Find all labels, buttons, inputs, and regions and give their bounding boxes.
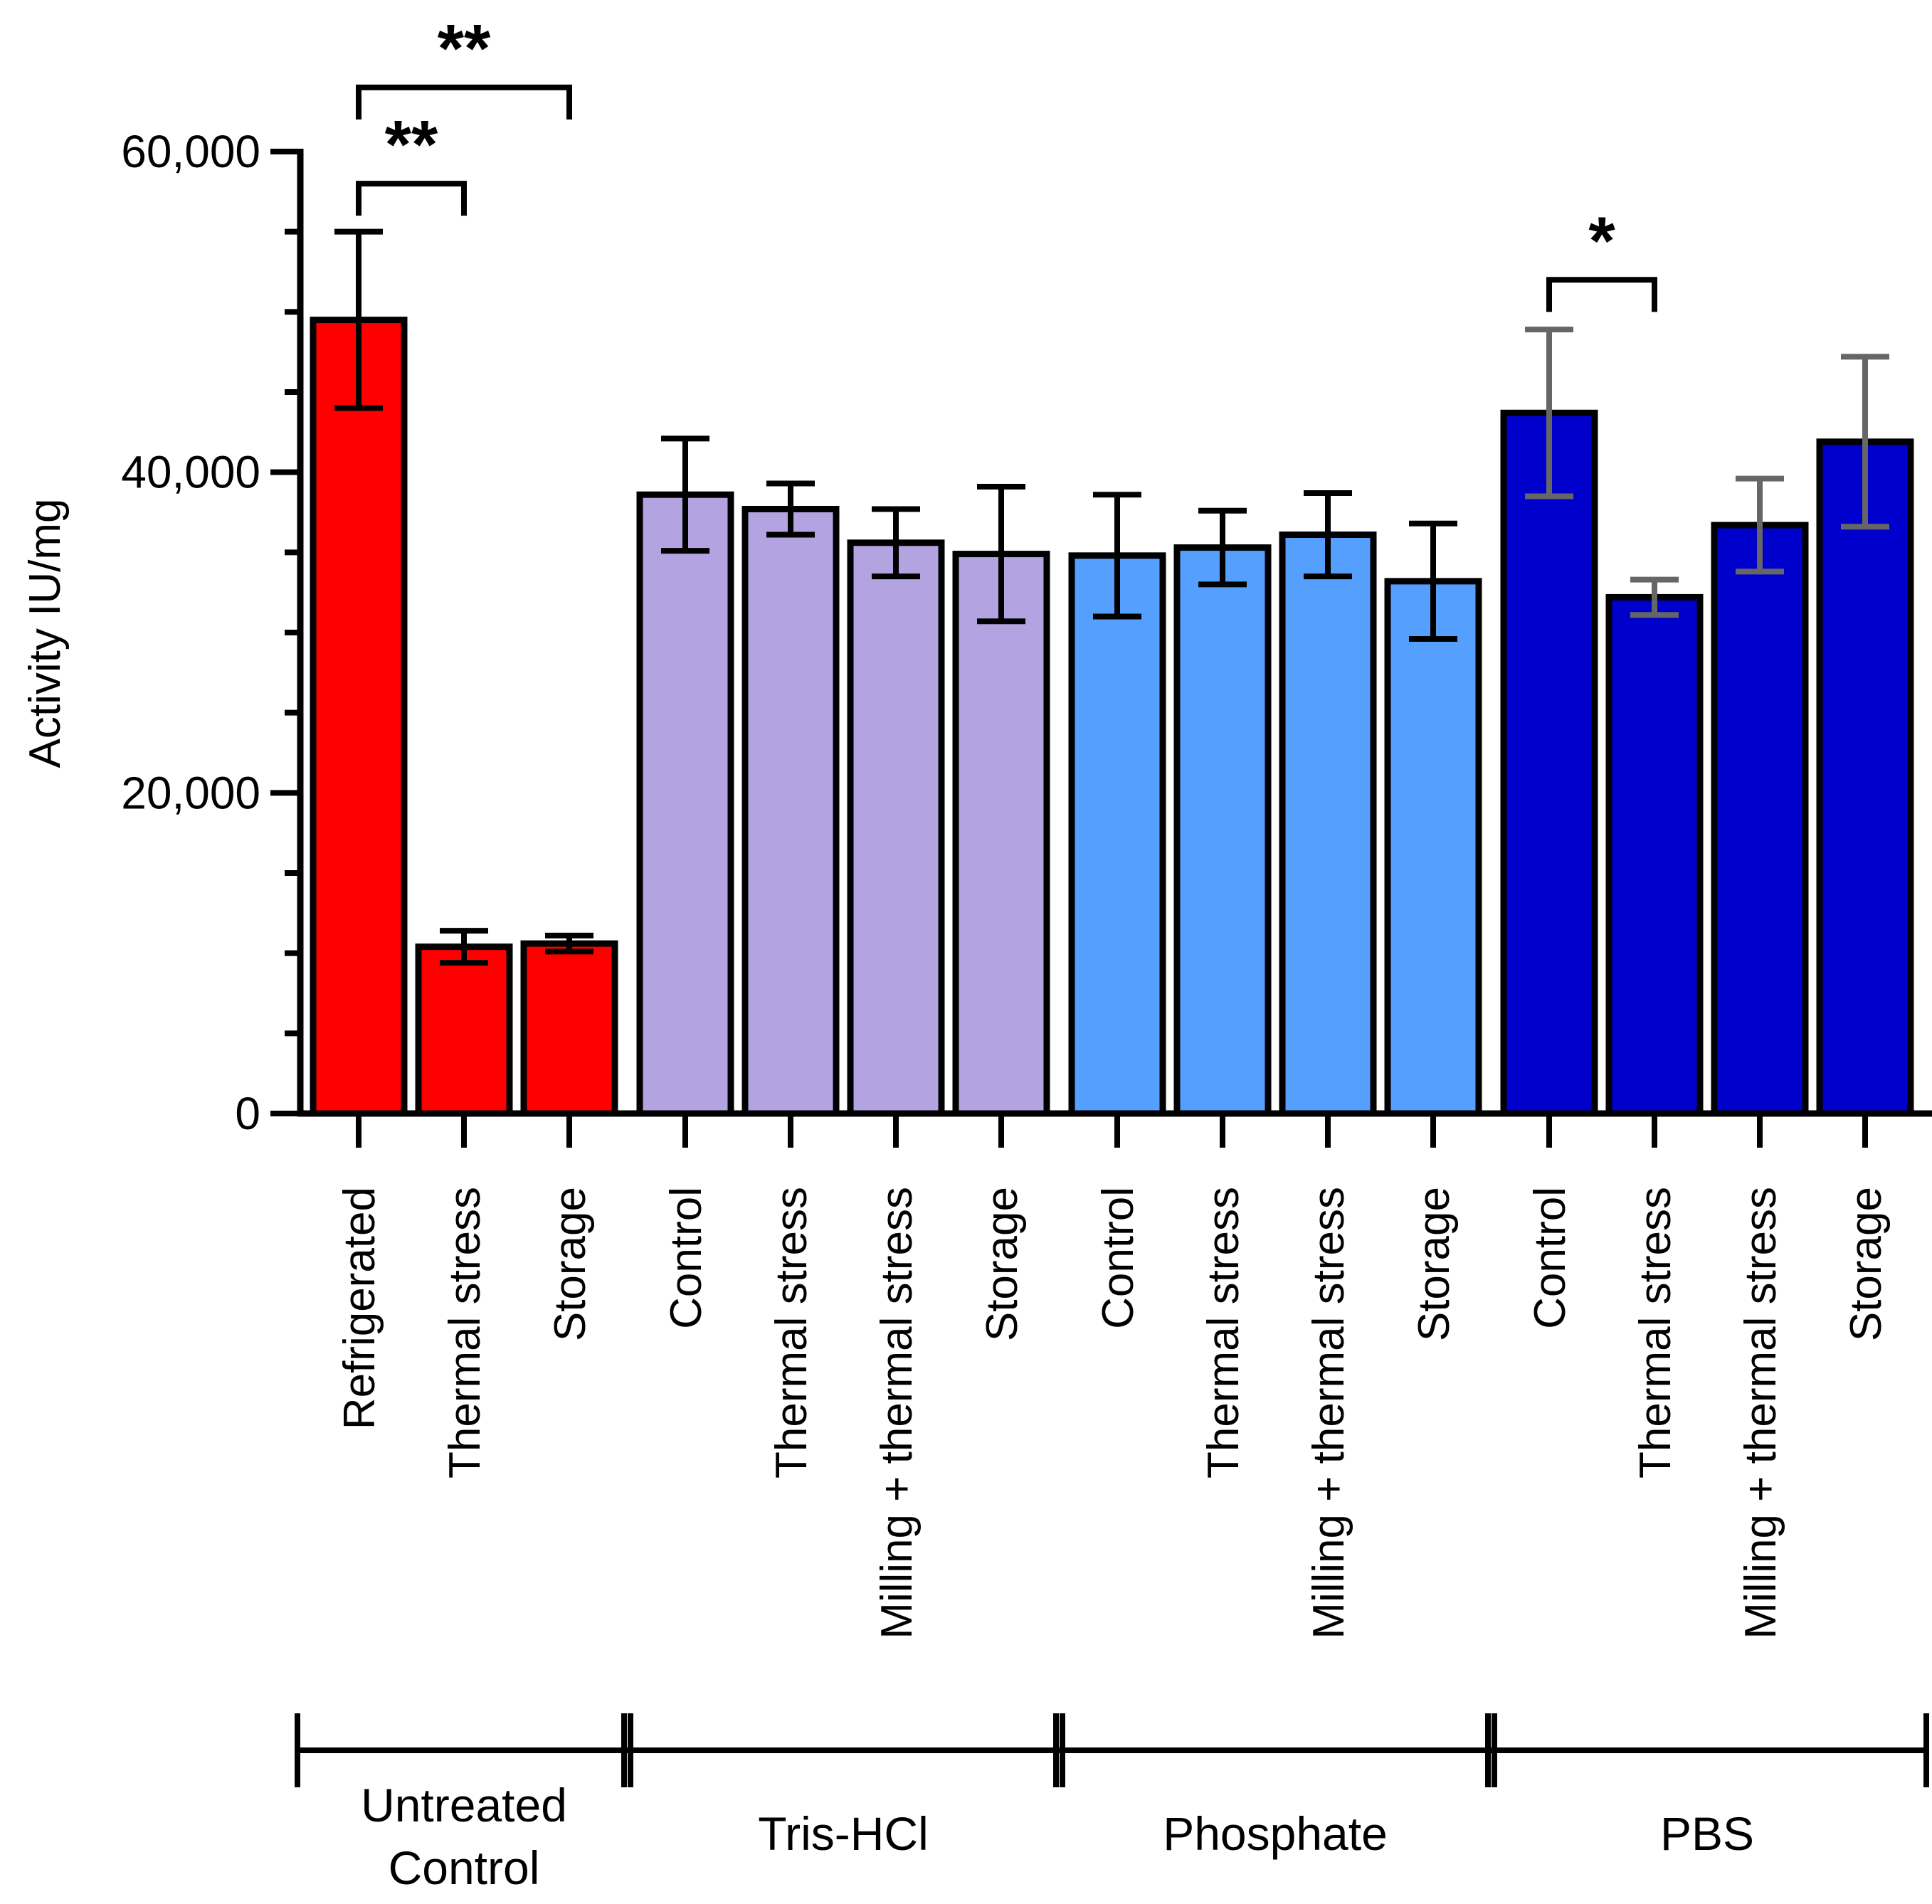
bar — [847, 539, 945, 1117]
bar — [1816, 438, 1914, 1117]
x-tick-label: Milling + thermal stress — [1304, 1187, 1353, 1639]
significance-label: * — [1588, 203, 1615, 279]
y-tick-label: 60,000 — [121, 126, 260, 177]
x-tick-label: Milling + thermal stress — [872, 1187, 922, 1639]
bar — [1384, 578, 1482, 1117]
x-tick-label: Storage — [1410, 1187, 1459, 1341]
bar — [1711, 522, 1809, 1117]
group-label: Phosphate — [1163, 1807, 1388, 1860]
y-tick-label: 40,000 — [121, 447, 260, 498]
bar — [520, 940, 618, 1117]
bar — [952, 551, 1050, 1117]
x-tick-label: Control — [1094, 1187, 1143, 1329]
x-tick-label: Thermal stress — [767, 1187, 816, 1479]
significance-bracket — [356, 181, 467, 216]
x-tick-label: Control — [662, 1187, 711, 1329]
bar — [415, 943, 513, 1117]
x-tick-label: Refrigerated — [335, 1187, 384, 1429]
significance-label: ** — [438, 11, 491, 87]
significance-bracket — [1546, 277, 1657, 312]
y-axis-title: Activity IU/mg — [21, 499, 70, 768]
bar — [741, 505, 840, 1117]
x-tick-label: Milling + thermal stress — [1736, 1187, 1785, 1639]
significance-bracket — [356, 84, 572, 120]
group-label: Control — [389, 1841, 540, 1894]
bar — [636, 491, 734, 1117]
bar — [310, 317, 408, 1117]
y-tick-label: 0 — [235, 1088, 260, 1139]
x-tick-label: Storage — [978, 1187, 1027, 1341]
group-label: Untreated — [361, 1779, 567, 1831]
significance-label: ** — [385, 107, 438, 183]
x-tick-label: Storage — [546, 1187, 595, 1341]
bar — [1279, 531, 1377, 1117]
bar — [1500, 409, 1598, 1117]
group-label: PBS — [1660, 1807, 1754, 1860]
x-tick-label: Storage — [1842, 1187, 1891, 1341]
x-tick-label: Thermal stress — [440, 1187, 490, 1479]
group-label: Tris-HCl — [758, 1807, 928, 1860]
bar — [1173, 544, 1272, 1117]
bar — [1605, 593, 1704, 1117]
y-tick-label: 20,000 — [121, 767, 260, 818]
x-tick-label: Thermal stress — [1199, 1187, 1248, 1479]
bar — [1068, 552, 1166, 1117]
x-tick-label: Thermal stress — [1631, 1187, 1680, 1479]
x-tick-label: Control — [1526, 1187, 1575, 1329]
